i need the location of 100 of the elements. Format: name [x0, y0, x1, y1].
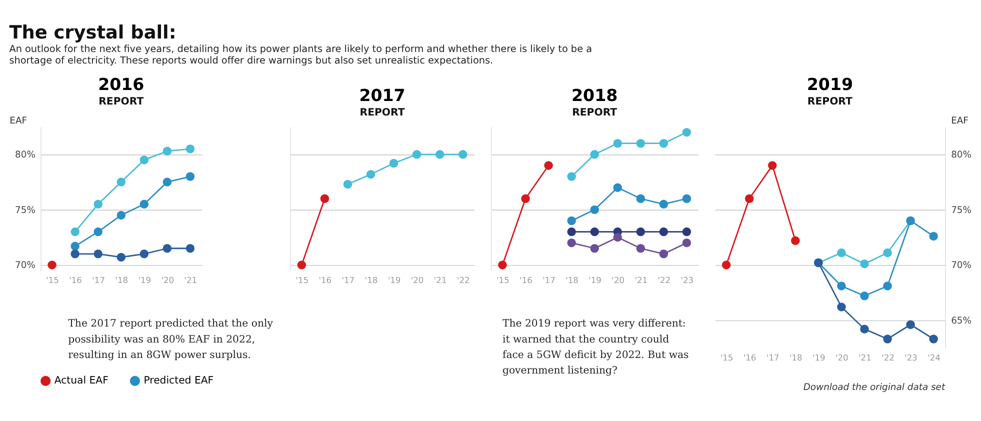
x-tick-label: '15 — [296, 274, 309, 285]
point — [860, 324, 869, 334]
x-tick-label: '23 — [904, 352, 918, 362]
chart-title: 2018 — [572, 86, 618, 105]
x-tick-label: '18 — [789, 352, 802, 362]
point — [498, 260, 507, 270]
point — [567, 172, 576, 181]
point — [837, 282, 846, 290]
x-tick-label: '16 — [69, 274, 82, 285]
x-tick-label: '20 — [161, 274, 174, 285]
chart-subtitle: REPORT — [98, 96, 144, 108]
point — [116, 210, 126, 220]
y-axis-title: EAF — [10, 116, 28, 127]
text: The 2017 report predicted that the only possibility was an 80% EAF in 2022, resulting in an 8GW power surplus. — [68, 318, 274, 361]
legend-label: Predicted EAF — [144, 376, 214, 387]
text: The crystal ball: — [9, 22, 176, 44]
chart-title: 2017 — [359, 86, 406, 105]
point — [883, 248, 892, 258]
x-tick-label: '19 — [588, 274, 602, 285]
point — [682, 194, 692, 203]
x-tick-label: '19 — [138, 274, 152, 285]
point — [613, 183, 622, 192]
point — [590, 205, 599, 214]
point — [636, 244, 646, 253]
point — [883, 334, 892, 344]
text: The 2019 report was very different: it warned that the country could face a 5GW deficit by 2022. But was government listening? — [502, 318, 689, 377]
x-tick-label: '21 — [184, 274, 198, 285]
point — [567, 227, 576, 236]
point — [544, 161, 553, 170]
point — [320, 194, 330, 203]
chart-title: 2016 — [98, 74, 144, 94]
point — [567, 238, 576, 248]
x-tick-label: '19 — [812, 352, 826, 362]
y-tick-label: 75% — [14, 204, 36, 216]
x-tick-label: '20 — [410, 274, 424, 285]
x-tick-label: '24 — [928, 352, 940, 362]
x-tick-label: '17 — [542, 274, 556, 285]
point — [722, 260, 731, 270]
point — [636, 227, 646, 236]
x-tick-label: '15 — [720, 352, 734, 362]
x-tick-label: '15 — [46, 274, 59, 285]
point — [140, 156, 149, 164]
point — [297, 260, 306, 270]
x-tick-label: '20 — [612, 274, 624, 285]
point — [140, 250, 149, 258]
x-tick-label: '22 — [882, 352, 894, 362]
point — [929, 334, 938, 344]
x-tick-label: '22 — [456, 274, 470, 285]
point — [94, 200, 102, 209]
point — [116, 178, 126, 186]
point — [659, 139, 668, 148]
x-tick-label: '19 — [388, 274, 401, 285]
point — [435, 150, 444, 159]
point — [366, 170, 376, 179]
point — [94, 227, 102, 236]
point — [458, 150, 468, 159]
point — [186, 144, 195, 154]
x-tick-label: '21 — [434, 274, 447, 285]
y2-axis-title: EAF — [951, 116, 968, 127]
point — [636, 139, 646, 148]
point — [636, 194, 646, 203]
point — [659, 227, 668, 236]
legend-label: Actual EAF — [54, 376, 109, 387]
point — [343, 180, 352, 189]
x-tick-label: '21 — [634, 274, 648, 285]
chart-title: 2019 — [806, 74, 854, 94]
point — [590, 227, 599, 236]
y2-tick-label: 75% — [951, 204, 972, 216]
point — [682, 238, 692, 248]
y-tick-label: 70% — [14, 260, 36, 272]
point — [682, 227, 692, 236]
point — [659, 200, 668, 209]
x-tick-label: '17 — [342, 274, 355, 285]
point — [837, 248, 846, 258]
point — [613, 232, 622, 242]
point — [744, 194, 754, 203]
point — [659, 250, 668, 258]
x-tick-label: '18 — [566, 274, 578, 285]
x-tick-label: '17 — [92, 274, 105, 285]
chart-subtitle: REPORT — [807, 96, 853, 108]
x-tick-label: '18 — [115, 274, 128, 285]
point — [140, 200, 149, 209]
point — [48, 260, 56, 270]
point — [929, 232, 938, 241]
x-tick-label: '18 — [364, 274, 378, 285]
point — [768, 161, 777, 170]
point — [162, 146, 172, 156]
point — [116, 252, 126, 262]
point — [186, 244, 195, 253]
x-tick-label: '22 — [658, 274, 671, 285]
point — [682, 128, 692, 137]
x-tick-label: '16 — [520, 274, 532, 285]
point — [883, 282, 892, 290]
point — [567, 216, 576, 226]
point — [70, 227, 80, 236]
point — [162, 178, 172, 186]
point — [590, 244, 599, 253]
point — [860, 292, 869, 300]
x-tick-label: '23 — [680, 274, 694, 285]
point — [412, 150, 422, 159]
